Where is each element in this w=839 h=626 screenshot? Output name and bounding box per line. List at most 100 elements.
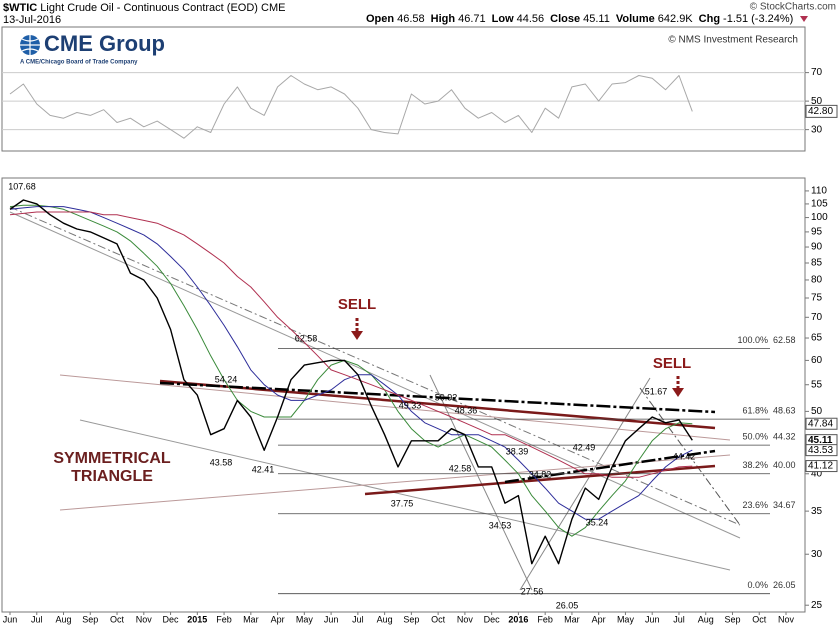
fib-percent: 23.6% bbox=[742, 500, 768, 510]
y-tick-label: 105 bbox=[811, 199, 828, 210]
rsi-tag: 42.80 bbox=[808, 106, 833, 117]
x-tick-label: Oct bbox=[752, 614, 767, 624]
y-tick-label: 35 bbox=[811, 506, 823, 517]
pattern-label: TRIANGLE bbox=[71, 468, 153, 485]
y-tick-label: 90 bbox=[811, 242, 823, 253]
fib-percent: 61.8% bbox=[742, 406, 768, 416]
trend-line bbox=[429, 374, 533, 591]
quote-value: 642.9K bbox=[658, 13, 694, 25]
x-tick-label: Apr bbox=[271, 614, 285, 624]
trend-line bbox=[79, 419, 731, 571]
quote-value: 46.71 bbox=[458, 13, 486, 25]
x-tick-label: Jun bbox=[3, 614, 18, 624]
x-tick-label: 2015 bbox=[187, 614, 207, 624]
price-label: 107.68 bbox=[8, 181, 36, 191]
logo-subtitle: A CME/Chicago Board of Trade Company bbox=[20, 60, 138, 66]
price-label: 38.39 bbox=[506, 446, 529, 456]
y-tick-label: 30 bbox=[811, 124, 823, 135]
x-tick-label: Oct bbox=[110, 614, 125, 624]
y-tick-label: 70 bbox=[811, 312, 823, 323]
sell-arrow-head bbox=[351, 331, 363, 340]
series-line bbox=[9, 204, 693, 537]
y-tick-label: 110 bbox=[811, 186, 827, 197]
y-tick-label: 55 bbox=[811, 379, 823, 390]
x-tick-label: Jul bbox=[673, 614, 685, 624]
source: © StockCharts.com bbox=[750, 2, 836, 13]
fib-value: 44.32 bbox=[773, 431, 796, 441]
sell-arrow-head bbox=[672, 388, 684, 397]
triangle-upper bbox=[159, 381, 716, 414]
y-tick-label: 70 bbox=[811, 67, 823, 78]
trend-line bbox=[639, 387, 741, 526]
x-tick-label: Jul bbox=[31, 614, 43, 624]
trend-lines bbox=[9, 206, 741, 591]
x-tick-label: Mar bbox=[243, 614, 259, 624]
y-tick-label: 95 bbox=[811, 227, 823, 238]
price-tag-box bbox=[805, 444, 838, 457]
header-line: $WTIC Light Crude Oil - Continuous Contr… bbox=[3, 2, 285, 14]
quote-label: High bbox=[431, 13, 456, 25]
rsi-tag-box bbox=[805, 104, 838, 118]
fib-percent: 38.2% bbox=[742, 460, 768, 470]
x-tick-label: 2016 bbox=[508, 614, 528, 624]
price-label: 34.82 bbox=[529, 469, 552, 479]
x-tick-label: May bbox=[617, 614, 635, 624]
x-tick-label: Dec bbox=[484, 614, 501, 624]
price-label: 49.33 bbox=[399, 400, 422, 410]
price-label: 51.67 bbox=[645, 386, 668, 396]
quote-value: -1.51 bbox=[723, 13, 748, 25]
trend-line bbox=[9, 206, 741, 526]
x-tick-label: Jul bbox=[352, 614, 364, 624]
x-tick-label: Mar bbox=[564, 614, 580, 624]
quote-label: Open bbox=[366, 13, 394, 25]
sell-annotation: SELL bbox=[338, 296, 376, 313]
triangle-lower-red bbox=[364, 464, 716, 496]
series-line bbox=[9, 199, 693, 565]
y-tick-label: 75 bbox=[811, 293, 823, 304]
x-tick-label: Feb bbox=[537, 614, 553, 624]
change-pct: (-3.24%) bbox=[751, 13, 793, 25]
exchange: CME bbox=[261, 2, 285, 14]
fib-value: 26.05 bbox=[773, 580, 796, 590]
x-tick-label: Nov bbox=[136, 614, 153, 624]
y-tick-label: 50 bbox=[811, 96, 823, 107]
sell-annotation: SELL bbox=[653, 355, 691, 372]
x-tick-label: May bbox=[296, 614, 314, 624]
y-tick-label: 80 bbox=[811, 275, 823, 286]
logo-globe-lines bbox=[20, 35, 40, 55]
price-label: 34.53 bbox=[489, 520, 512, 530]
credit: © NMS Investment Research bbox=[668, 35, 798, 46]
symbol: $WTIC bbox=[3, 2, 37, 14]
x-tick-label: Aug bbox=[56, 614, 72, 624]
quote-value: 44.56 bbox=[517, 13, 545, 25]
price-tag: 41.12 bbox=[808, 461, 833, 472]
rsi-panel bbox=[1, 26, 806, 152]
price-label: 62.58 bbox=[295, 333, 318, 343]
y-tick-label: 100 bbox=[811, 212, 828, 223]
x-tick-label: Feb bbox=[216, 614, 232, 624]
price-tag-box bbox=[805, 460, 838, 473]
price-label: 37.75 bbox=[391, 498, 414, 508]
price-label: 50.92 bbox=[435, 392, 458, 402]
y-tick-label: 60 bbox=[811, 355, 823, 366]
fib-percent: 50.0% bbox=[742, 431, 768, 441]
price-tag: 43.53 bbox=[808, 445, 833, 456]
instrument-name: Light Crude Oil - Continuous Contract (E… bbox=[40, 2, 258, 14]
quote-label: Close bbox=[550, 13, 580, 25]
price-tag: 45.11 bbox=[808, 435, 833, 446]
pattern-label: SYMMETRICAL bbox=[53, 450, 171, 467]
x-tick-label: Sep bbox=[403, 614, 419, 624]
triangle-lower bbox=[504, 449, 716, 484]
x-tick-label: Sep bbox=[82, 614, 98, 624]
y-tick-label: 85 bbox=[811, 258, 823, 269]
price-label: 48.36 bbox=[455, 405, 478, 415]
quote-label: Volume bbox=[616, 13, 655, 25]
down-marker bbox=[800, 16, 808, 22]
y-tick-label: 50 bbox=[811, 406, 823, 417]
y-tick-label: 30 bbox=[811, 549, 823, 560]
quote-label: Chg bbox=[699, 13, 720, 25]
price-label: 43.58 bbox=[210, 457, 233, 467]
y-tick-label: 40 bbox=[811, 468, 823, 479]
y-tick-label: 65 bbox=[811, 333, 823, 344]
series-line bbox=[9, 75, 693, 139]
